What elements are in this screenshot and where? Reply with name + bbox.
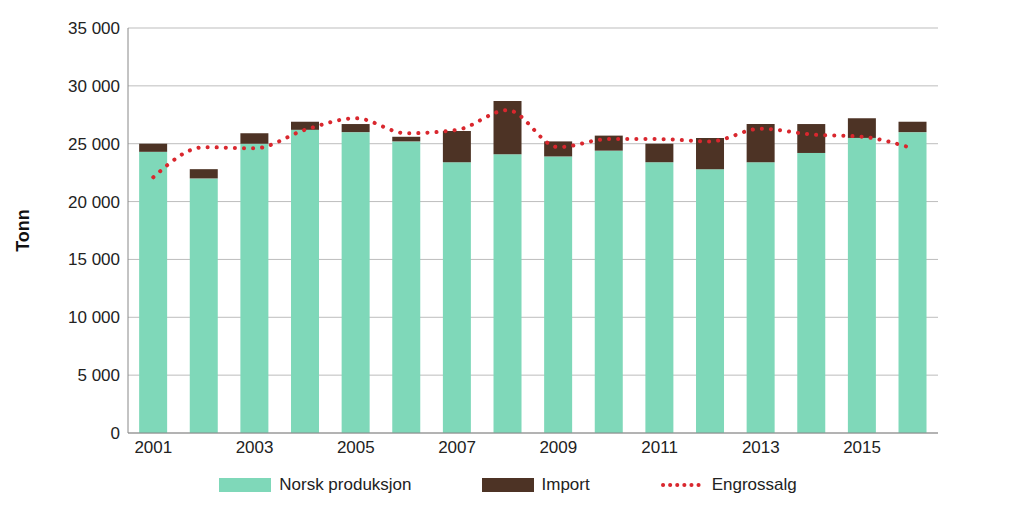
svg-text:15 000: 15 000 (68, 250, 120, 269)
html-text:Norsk produksjon: Norsk produksjon (279, 475, 412, 494)
svg-text:30 000: 30 000 (68, 77, 120, 96)
svg-text:Tonn: Tonn (13, 209, 33, 252)
svg-text:2009: 2009 (539, 438, 577, 457)
svg-text:5 000: 5 000 (77, 366, 120, 385)
svg-text:0: 0 (111, 424, 120, 443)
svg-text:10 000: 10 000 (68, 308, 120, 327)
svg-text:2011: 2011 (641, 438, 678, 457)
svg-text:2007: 2007 (438, 438, 476, 457)
svg-text:2015: 2015 (843, 438, 881, 457)
svg-text:2003: 2003 (236, 438, 274, 457)
svg-text:2013: 2013 (742, 438, 780, 457)
html-text:Import: Import (541, 475, 590, 494)
html-text:Engrossalg: Engrossalg (711, 475, 797, 494)
svg-text:20 000: 20 000 (68, 193, 120, 212)
svg-text:2001: 2001 (134, 438, 172, 457)
svg-text:35 000: 35 000 (68, 19, 120, 38)
svg-text:25 000: 25 000 (68, 135, 120, 154)
svg-text:2005: 2005 (337, 438, 375, 457)
